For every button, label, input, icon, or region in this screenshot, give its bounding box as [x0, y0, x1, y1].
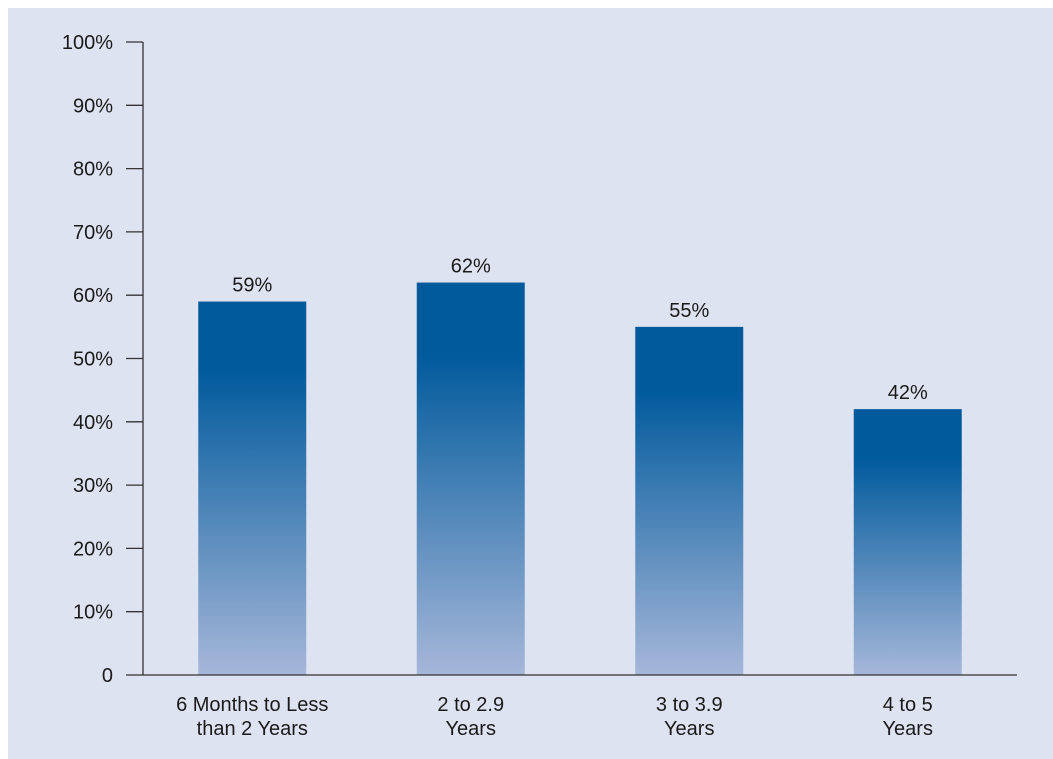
y-tick-label: 40%: [73, 412, 113, 434]
x-tick-label: 6 Months to Less than 2 Years: [176, 694, 328, 740]
y-tick-label: 10%: [73, 602, 113, 624]
x-tick-label: 3 to 3.9 Years: [656, 694, 723, 740]
axis-layer: [126, 41, 1017, 676]
data-label: 55%: [669, 300, 709, 322]
bar: [635, 326, 744, 675]
y-tick-label: 0: [102, 665, 113, 687]
y-tick-label: 100%: [62, 32, 113, 54]
y-tick-label: 90%: [73, 95, 113, 117]
y-tick-label: 80%: [73, 159, 113, 181]
bar: [853, 409, 962, 675]
data-label: 59%: [232, 275, 272, 297]
y-tick-label: 70%: [73, 222, 113, 244]
labels-layer: 59% 6 Months to Less than 2 Years 62% 2 to 2…: [62, 32, 933, 740]
y-tick-label: 30%: [73, 475, 113, 497]
data-label: 42%: [888, 382, 928, 404]
y-tick-label: 20%: [73, 538, 113, 560]
bar: [416, 282, 525, 675]
x-tick-label: 2 to 2.9 Years: [437, 694, 504, 740]
bar: [198, 301, 307, 675]
y-tick-label: 60%: [73, 285, 113, 307]
x-tick-label: 4 to 5 Years: [883, 694, 933, 740]
data-label: 62%: [451, 256, 491, 278]
y-tick-label: 50%: [73, 349, 113, 371]
bars-layer: [198, 282, 962, 675]
